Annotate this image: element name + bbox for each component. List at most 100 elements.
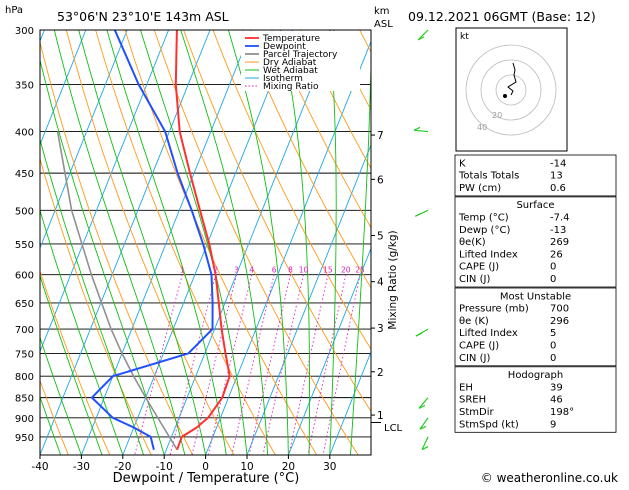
pressure-tick-label: 850	[15, 394, 34, 405]
x-tick-label: 30	[323, 461, 336, 473]
index-value: -13	[550, 225, 566, 236]
km-tick-label: 5	[377, 231, 384, 243]
mixing-ratio-line	[262, 274, 304, 455]
index-label: K	[459, 158, 466, 169]
index-box-unstable	[454, 287, 617, 367]
pressure-tick-label: 350	[15, 80, 34, 91]
index-label: EH	[459, 382, 473, 393]
hodograph-ring-label: 40	[477, 123, 487, 132]
asl-label: ASL	[374, 19, 393, 30]
copyright: © weatheronline.co.uk	[481, 471, 618, 485]
isotherm-line	[40, 30, 170, 353]
wind-barb-flag	[419, 425, 427, 430]
index-label: StmSpd (kt)	[459, 419, 519, 430]
hodograph-ring	[495, 74, 527, 106]
pressure-tick-label: 950	[15, 433, 34, 444]
index-label: Temp (°C)	[458, 213, 509, 224]
km-tick-label: 2	[377, 367, 384, 379]
wet-adiabat-line	[40, 58, 165, 455]
index-section-title: Most Unstable	[500, 291, 571, 302]
mixing-ratio-axis-label: Mixing Ratio (g/kg)	[387, 230, 399, 329]
dry-adiabat-line	[40, 269, 111, 455]
datetime-title: 09.12.2021 06GMT (Base: 12)	[408, 9, 596, 24]
wind-barbs	[413, 29, 429, 451]
isotherm-line	[40, 30, 87, 146]
legend-entry: Isotherm	[263, 74, 303, 84]
pressure-tick-label: 550	[15, 240, 34, 251]
km-tick-label: 1	[377, 410, 384, 422]
mixing-ratio-line	[231, 274, 275, 455]
index-label: Dewp (°C)	[459, 225, 510, 236]
index-value: 9	[550, 419, 556, 430]
index-value: 0	[550, 262, 556, 273]
lcl-label: LCL	[384, 423, 403, 434]
km-tick-label: 4	[377, 277, 384, 289]
hodograph-ring	[465, 44, 557, 136]
index-label: CAPE (J)	[459, 341, 499, 352]
index-value: 296	[550, 316, 569, 327]
wet-adiabat-line	[227, 30, 289, 455]
index-label: CIN (J)	[459, 353, 490, 364]
pressure-tick-label: 600	[15, 271, 34, 282]
mixing-ratio-label: 20	[341, 266, 351, 275]
index-value: 700	[550, 304, 569, 315]
index-box-top	[454, 154, 617, 197]
wind-barb	[419, 417, 429, 430]
dry-adiabat-line	[271, 30, 371, 229]
index-value: -14	[550, 158, 566, 169]
x-tick-label: 10	[240, 461, 253, 473]
dry-adiabat-line	[212, 30, 371, 350]
isotherm-line	[122, 30, 294, 455]
mixing-ratio-label: 6	[272, 266, 277, 275]
mixing-ratio-label: 25	[355, 266, 365, 275]
legend-entry: Temperature	[262, 34, 320, 44]
legend-box	[241, 31, 360, 91]
location-title: 53°06'N 23°10'E 143m ASL	[57, 9, 229, 24]
wet-adiabat-line	[40, 336, 82, 455]
wind-barb	[417, 29, 429, 41]
index-label: Totals Totals	[458, 171, 519, 182]
index-value: 0	[550, 341, 556, 352]
dewpoint-profile	[90, 30, 214, 450]
hodograph-ring-label: 20	[492, 111, 502, 120]
x-tick-label: 0	[202, 461, 209, 473]
index-label: CIN (J)	[459, 274, 490, 285]
legend-entry: Wet Adiabat	[263, 66, 318, 76]
index-value: 0	[550, 353, 556, 364]
index-value: 269	[550, 237, 569, 248]
legend-entry: Parcel Trajectory	[263, 50, 338, 60]
km-tick-label: 3	[377, 323, 384, 335]
x-tick-label: -30	[73, 461, 90, 473]
index-value: 0.6	[550, 183, 566, 194]
index-section-title: Hodograph	[508, 370, 563, 381]
pressure-tick-label: 750	[15, 349, 34, 360]
isotherm-line	[80, 30, 252, 455]
mixing-ratio-label: 3	[234, 266, 239, 275]
wind-barb	[414, 129, 429, 133]
x-tick-label: -10	[156, 461, 173, 473]
index-label: SREH	[459, 395, 486, 406]
dry-adiabat-line	[40, 40, 194, 455]
hodograph-kt-label: kt	[460, 32, 469, 42]
axes: 3003504004505005506006507007508008509009…	[15, 26, 384, 473]
wind-barb-flag	[418, 404, 426, 409]
isotherm-line	[40, 30, 128, 250]
indices-table: K -14 Totals Totals 13 PW (cm) 0.6 Surface Temp…	[454, 154, 617, 433]
index-value: 13	[550, 171, 563, 182]
hodograph-trace	[507, 62, 517, 96]
mixing-ratio-label: 2	[213, 266, 218, 275]
dry-adiabat-line	[300, 30, 371, 170]
pressure-tick-label: 800	[15, 372, 34, 383]
dry-adiabat-line	[40, 157, 152, 455]
legend-entry: Dewpoint	[263, 42, 306, 52]
index-value: 0	[550, 274, 556, 285]
temperature-profile	[174, 30, 231, 451]
index-label: θe(K)	[459, 237, 486, 248]
mixing-ratio-label: 4	[249, 266, 254, 275]
pressure-tick-label: 500	[15, 206, 34, 217]
pressure-tick-label: 300	[15, 26, 34, 37]
storm-motion-marker	[503, 94, 507, 98]
km-tick-label: 6	[377, 174, 384, 186]
